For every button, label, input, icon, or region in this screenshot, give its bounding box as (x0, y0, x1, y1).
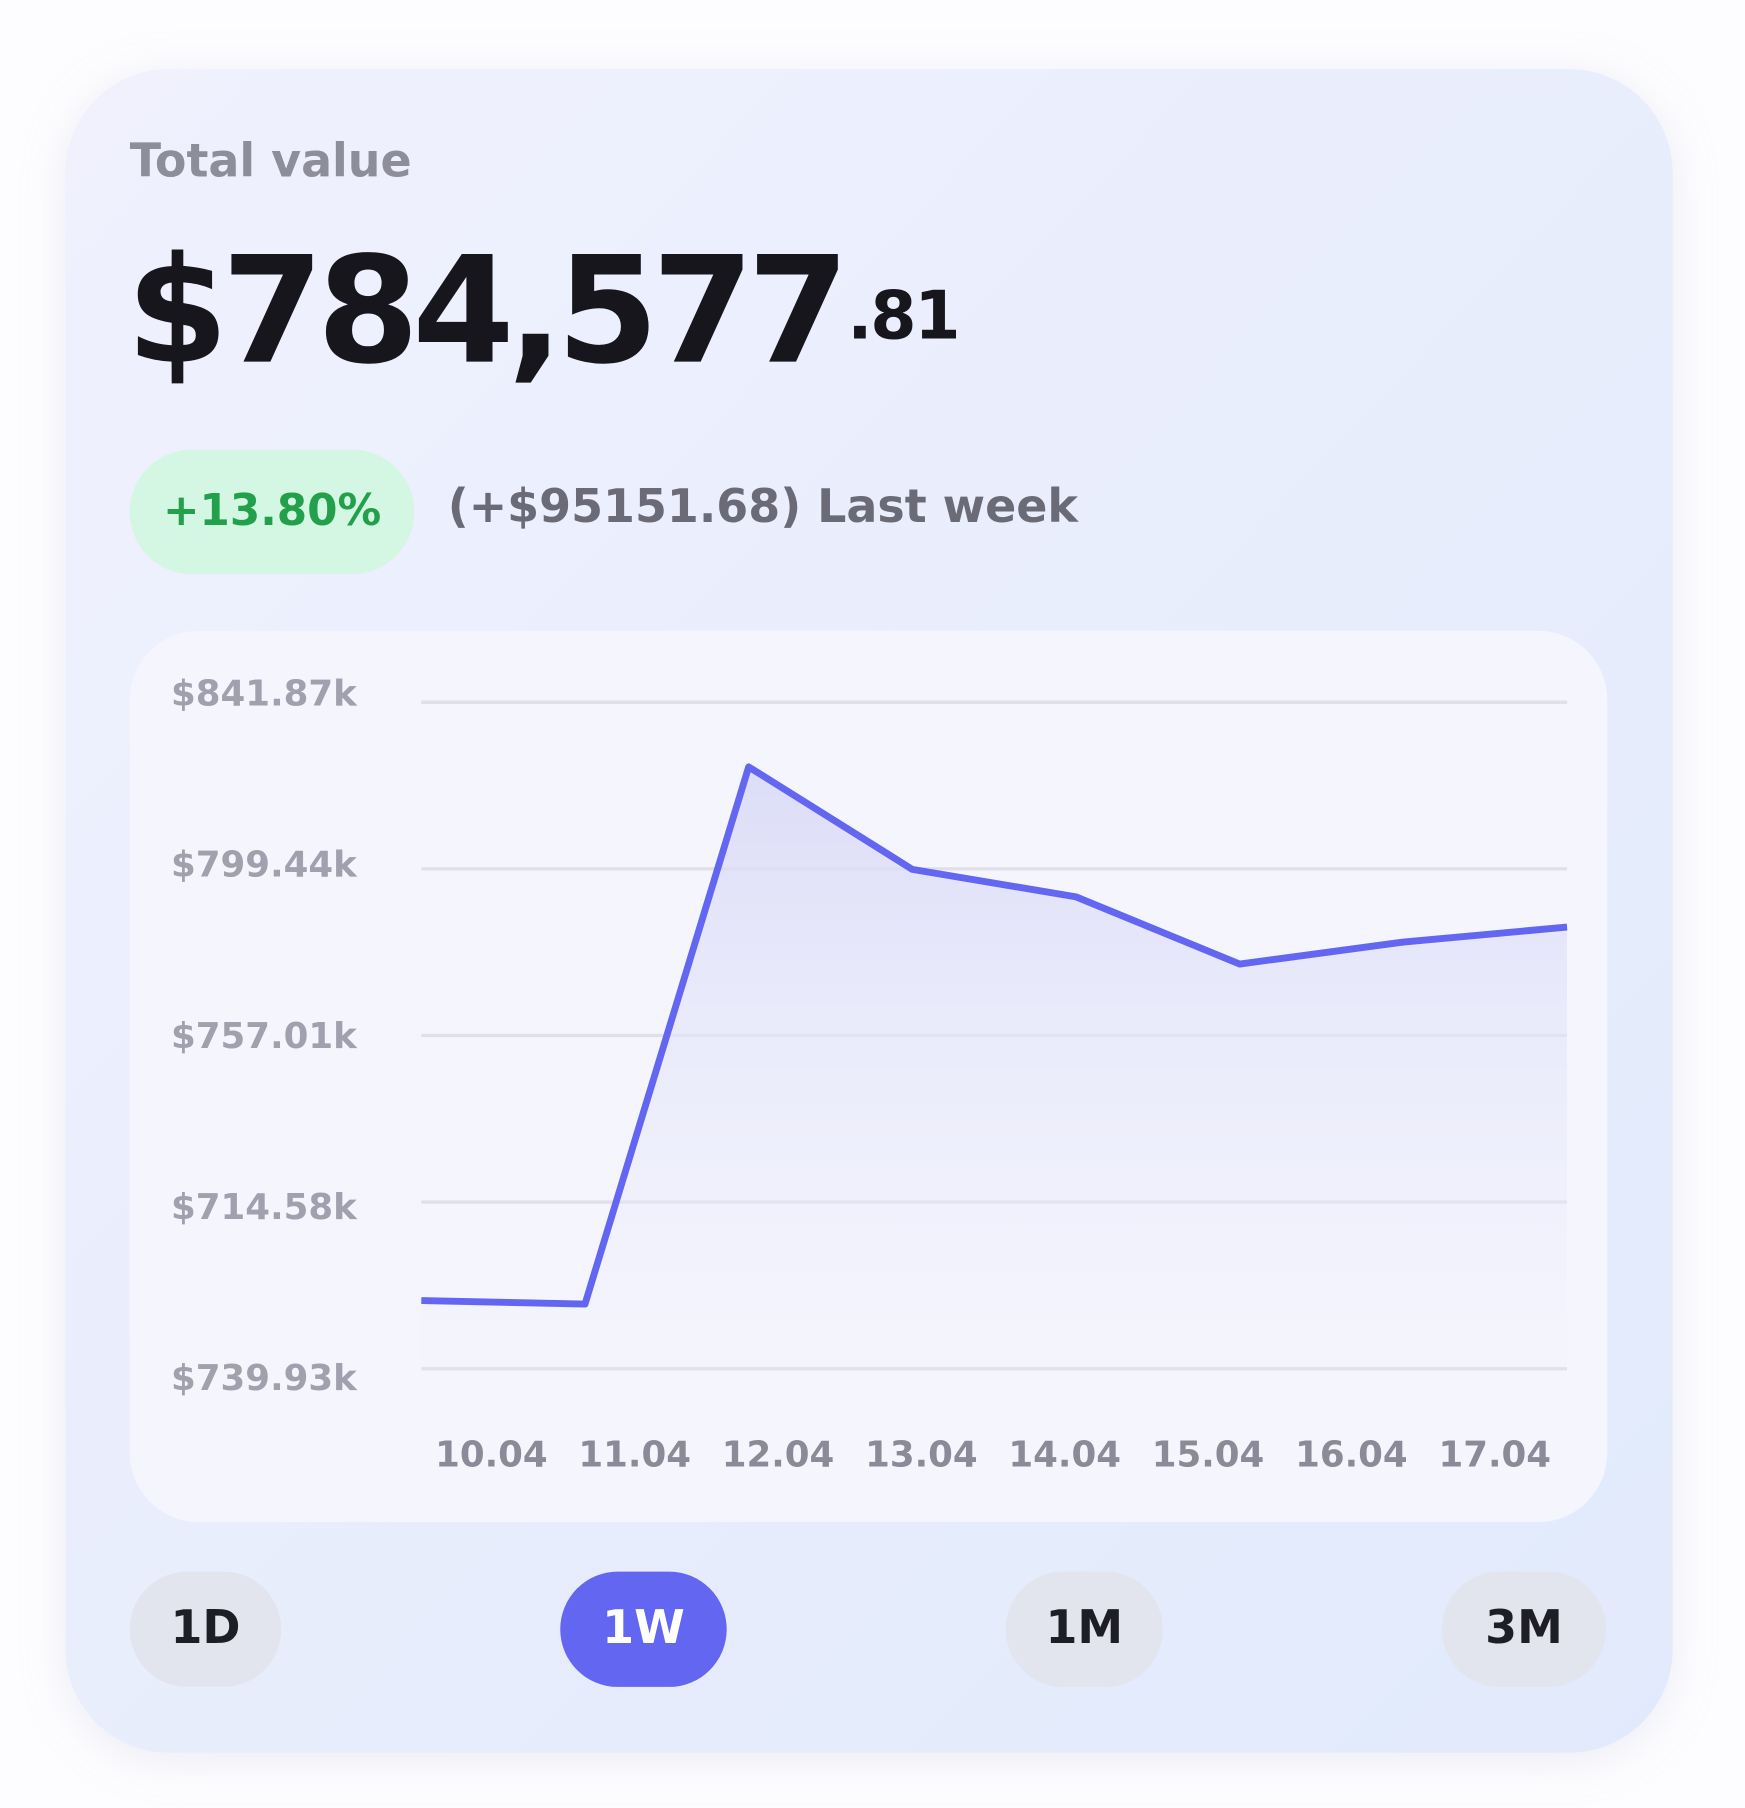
change-percent: +13.80% (163, 485, 381, 536)
range-label[interactable]: 1W (602, 1600, 685, 1654)
range-button[interactable] (1441, 1571, 1607, 1687)
area-fill (421, 766, 1568, 1369)
range-buttons: 1D 1W 1M 3M (129, 1571, 1607, 1687)
y-tick-label: $739.93k (171, 1358, 358, 1399)
range-label[interactable]: 1M (1045, 1600, 1123, 1654)
x-tick-label: 12.04 (722, 1434, 835, 1475)
y-tick-label: $757.01k (171, 1016, 358, 1057)
x-tick-label: 13.04 (865, 1434, 978, 1475)
value-cents: .81 (847, 277, 958, 355)
x-tick-label: 14.04 (1008, 1434, 1121, 1475)
range-button[interactable] (560, 1571, 727, 1687)
x-tick-label: 10.04 (435, 1434, 548, 1475)
range-button[interactable] (1005, 1571, 1163, 1687)
chart: $841.87k $799.44k $757.01k $714.58k $739.93k… (171, 673, 1568, 1475)
range-button[interactable] (129, 1571, 282, 1687)
value-main: $784,577 (126, 224, 842, 396)
x-tick-label: 17.04 (1438, 1434, 1551, 1475)
y-tick-label: $714.58k (171, 1187, 358, 1228)
y-tick-label: $841.87k (171, 673, 358, 714)
range-label[interactable]: 3M (1485, 1600, 1563, 1654)
x-tick-label: 11.04 (578, 1434, 691, 1475)
x-tick-label: 16.04 (1295, 1434, 1408, 1475)
change-text: (+$95151.68) Last week (448, 479, 1080, 533)
total-label: Total value (130, 133, 412, 187)
x-tick-label: 15.04 (1152, 1434, 1265, 1475)
range-label[interactable]: 1D (170, 1600, 240, 1654)
total-value: $784,577.81 (126, 224, 958, 396)
line (421, 763, 1568, 1308)
change-badge (129, 449, 415, 575)
y-tick-label: $799.44k (171, 844, 358, 885)
